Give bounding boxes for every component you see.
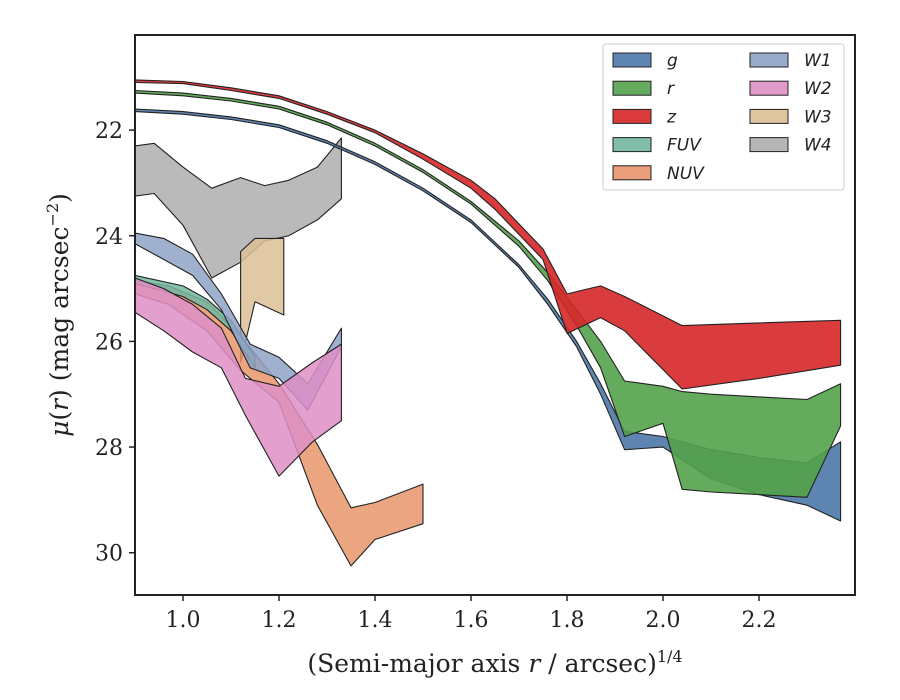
x-axis: 1.0 1.2 1.4 1.6 1.8 2.0 2.2 [166, 595, 777, 633]
y-axis: 22 24 26 28 30 [95, 119, 135, 567]
legend-swatch [749, 137, 789, 153]
legend-item-g: g [612, 51, 678, 71]
x-axis-label-exponent: 1/4 [657, 647, 683, 666]
x-tick-label: 2.0 [646, 608, 681, 633]
legend-label: W3 [804, 107, 832, 127]
legend-item-w3: W3 [749, 107, 832, 127]
legend-label: W4 [804, 136, 832, 156]
legend-swatch [612, 137, 652, 153]
legend-swatch [749, 108, 789, 124]
x-tick-label: 1.4 [358, 608, 393, 633]
legend-item-w2: W2 [749, 79, 832, 99]
y-tick-label: 30 [95, 542, 123, 567]
legend-box [602, 43, 845, 191]
legend-item-fuv: FUV [612, 136, 702, 156]
y-axis-label-exponent: −2 [43, 203, 62, 227]
x-axis-label-prefix: (Semi-major axis [307, 649, 528, 678]
x-tick-label: 1.8 [550, 608, 585, 633]
plot-area [135, 79, 842, 567]
legend-label: W2 [804, 79, 832, 99]
legend-item-w1: W1 [749, 51, 832, 71]
legend-label: NUV [667, 164, 705, 184]
legend-swatch [612, 165, 652, 181]
legend-swatch [612, 108, 652, 124]
legend-label: r [667, 79, 675, 99]
legend: grz FUV NUV W1 W2 W3 W4 [602, 43, 845, 191]
x-axis-label: (Semi-major axis r / arcsec)1/4 [307, 647, 682, 678]
series-area-z [135, 79, 842, 390]
legend-label: FUV [667, 136, 702, 156]
legend-swatch [612, 52, 652, 68]
x-axis-label-var: r [528, 649, 542, 678]
series-area-r [135, 89, 842, 498]
y-tick-label: 22 [95, 119, 123, 144]
y-axis-label: μ(r) (mag arcsec−2) [43, 193, 74, 437]
x-tick-label: 1.2 [262, 608, 297, 633]
y-tick-label: 24 [95, 225, 123, 250]
series-area-w2 [135, 277, 342, 477]
legend-item-z: z [612, 107, 677, 127]
legend-swatch [612, 80, 652, 96]
legend-swatch [749, 52, 789, 68]
plot-frame [134, 34, 856, 596]
legend-label: g [667, 51, 678, 71]
legend-label: z [666, 107, 677, 127]
x-tick-label: 1.0 [166, 608, 201, 633]
y-axis-label-paren-open: ( [45, 411, 74, 421]
legend-item-r: r [612, 79, 675, 99]
legend-label: W1 [804, 51, 832, 71]
y-axis-label-close: ) [45, 193, 74, 203]
x-axis-label-suffix: / arcsec) [540, 649, 657, 678]
x-tick-label: 2.2 [742, 608, 777, 633]
legend-item-w4: W4 [749, 136, 832, 156]
y-axis-label-var: r [45, 397, 74, 411]
y-axis-label-rest: ) (mag arcsec [45, 226, 74, 399]
x-tick-label: 1.6 [454, 608, 489, 633]
legend-swatch [749, 80, 789, 96]
legend-item-nuv: NUV [612, 164, 705, 184]
series-area-w4 [135, 137, 342, 279]
y-tick-label: 28 [95, 436, 123, 461]
y-tick-label: 26 [95, 330, 123, 355]
y-axis-label-mu: μ [45, 421, 74, 437]
